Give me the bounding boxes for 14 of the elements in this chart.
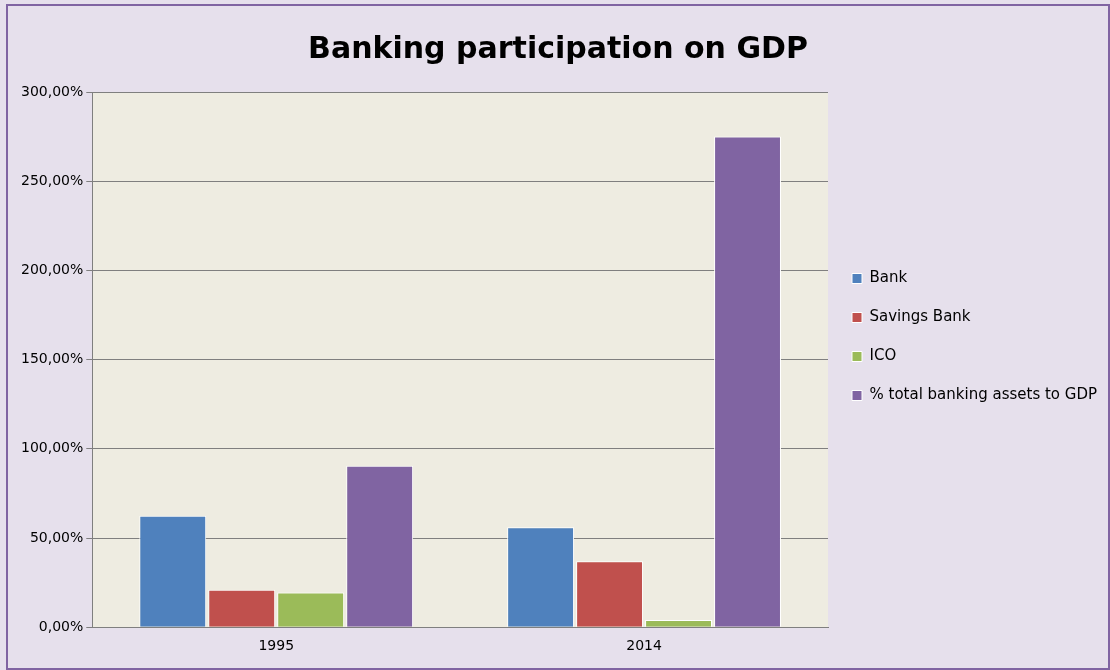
x-tick-label: 2014 bbox=[626, 637, 662, 654]
legend-label: ICO bbox=[869, 346, 897, 365]
x-tick-label: 1995 bbox=[258, 637, 295, 654]
y-tick-label: 300,00% bbox=[20, 82, 84, 99]
y-tick-label: 50,00% bbox=[29, 528, 84, 545]
y-tick-label: 200,00% bbox=[20, 261, 84, 278]
y-tick-label: 0,00% bbox=[38, 617, 84, 634]
legend-label: Bank bbox=[869, 268, 908, 287]
y-tick-label: 250,00% bbox=[20, 171, 84, 188]
chart-title: Banking participation on GDP bbox=[308, 29, 808, 65]
legend-label: Savings Bank bbox=[869, 307, 971, 326]
y-tick-label: 150,00% bbox=[20, 350, 84, 367]
y-tick-label: 100,00% bbox=[20, 439, 84, 456]
legend-label: % total banking assets to GDP bbox=[869, 385, 1098, 404]
